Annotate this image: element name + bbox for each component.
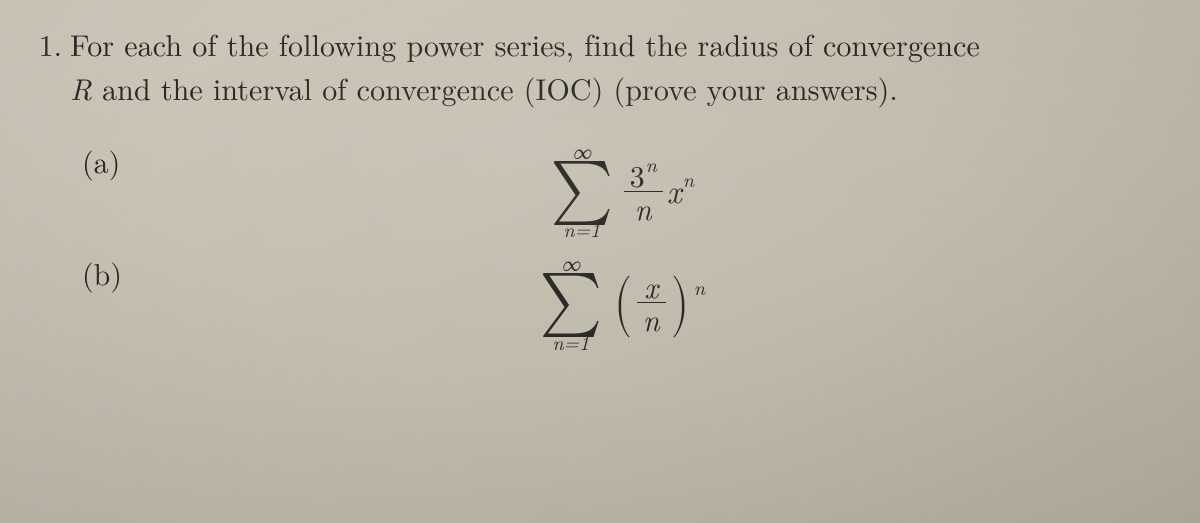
stem-line-1: For each of the following power series, … [70,22,980,65]
term-b: ( x n ) n [611,270,705,335]
sigma-a: ∞ ∑ n=1 [548,139,616,241]
page: 1. For each of the following power serie… [0,0,1200,354]
x-exp-a: n [683,164,694,193]
rparen-icon: ) [671,280,689,330]
sigma-a-lower: n=1 [563,219,600,239]
part-b: (b) ∞ ∑ n=1 ( x n ) [82,251,1170,353]
sigma-b: ∞ ∑ n=1 [537,251,605,353]
part-a-formula-wrap: ∞ ∑ n=1 3n n xn [152,139,1170,241]
parts-list: (a) ∞ ∑ n=1 3n n [82,139,1170,354]
problem-number: 1. [12,22,62,65]
lparen-icon: ( [614,280,632,330]
frac-a-top-exp: n [646,149,657,178]
outer-exp-b: n [694,272,705,301]
x-to-n-a: xn [667,168,694,213]
x-base-a: x [667,168,682,213]
frac-a-bot: n [629,192,658,224]
frac-a: 3n n [624,157,663,224]
part-b-formula-wrap: ∞ ∑ n=1 ( x n ) n [152,251,1170,353]
part-a: (a) ∞ ∑ n=1 3n n [82,139,1170,241]
term-a: 3n n xn [622,157,694,224]
part-a-label: (a) [82,139,152,182]
problem-stem: For each of the following power series, … [62,22,980,109]
part-a-formula: ∞ ∑ n=1 3n n xn [548,139,694,241]
sigma-icon: ∑ [540,275,602,329]
frac-b: x n [637,270,666,335]
variable-R: R [70,66,92,109]
sigma-icon: ∑ [551,163,613,217]
frac-b-bot: n [637,303,666,335]
part-b-label: (b) [82,251,152,294]
sigma-b-lower: n=1 [552,332,589,352]
stem-line-2: and the interval of convergence (IOC) (p… [92,66,898,109]
part-b-formula: ∞ ∑ n=1 ( x n ) n [537,251,705,353]
problem-1: 1. For each of the following power serie… [12,22,1170,109]
